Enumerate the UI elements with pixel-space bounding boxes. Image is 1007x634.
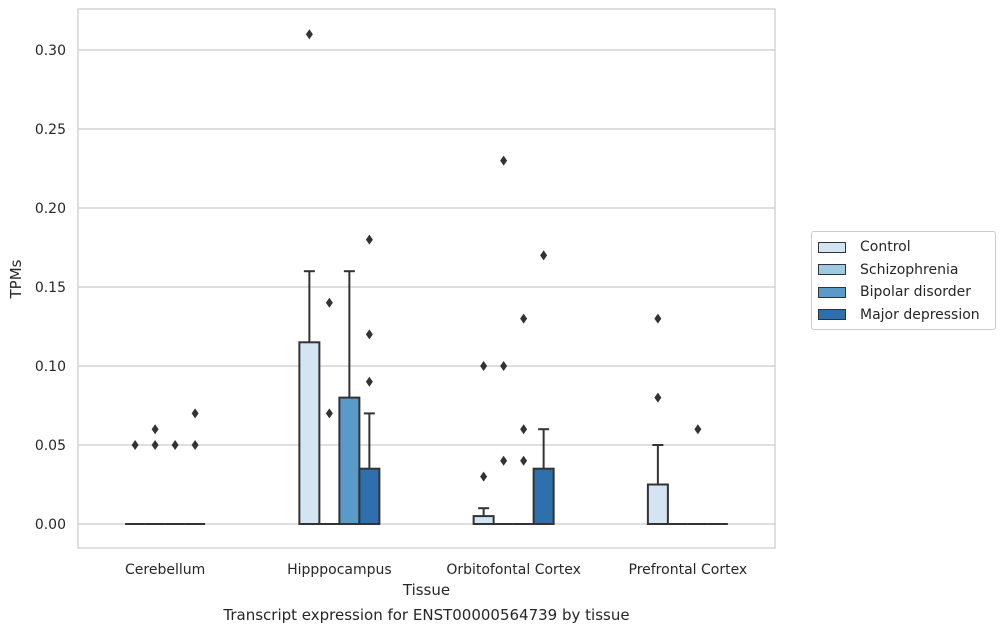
x-tick-label: Prefrontal Cortex — [629, 562, 748, 578]
outlier-point — [520, 455, 528, 466]
y-tick-label: 0.25 — [35, 122, 66, 138]
x-tick-label: Orbitofontal Cortex — [446, 562, 581, 578]
error-bars — [303, 270, 664, 517]
legend-label: Schizophrenia — [860, 261, 959, 278]
legend-label: Bipolar disorder — [860, 284, 972, 301]
legend-item: Major depression — [812, 304, 995, 327]
outlier-point — [191, 440, 199, 450]
outlier-point — [654, 313, 662, 324]
chart-caption: Transcript expression for ENST0000056473… — [223, 606, 630, 624]
legend: Control Schizophrenia Bipolar disorder Majo… — [811, 231, 996, 330]
y-tick-label: 0.20 — [35, 201, 66, 217]
outlier-point — [365, 376, 373, 387]
outlier-point — [500, 455, 508, 466]
legend-swatch — [818, 241, 846, 253]
legend-label: Major depression — [860, 306, 980, 323]
outlier-point — [171, 440, 179, 450]
legend-label: Control — [860, 239, 911, 256]
outlier-point — [480, 361, 488, 371]
x-tick-label: Hipppocampus — [287, 562, 392, 578]
legend-swatch — [818, 264, 846, 276]
y-tick-label: 0.00 — [35, 517, 66, 533]
legend-swatch — [818, 286, 846, 298]
legend-swatch — [818, 309, 846, 321]
bars — [125, 341, 728, 526]
outlier-point — [365, 329, 373, 340]
outlier-point — [654, 392, 662, 403]
legend-item: Schizophrenia — [812, 259, 995, 282]
chart: 0.00 0.05 0.10 0.15 0.20 0.25 0.30 Cerebellum H… — [7, 8, 776, 599]
y-tick-labels: 0.00 0.05 0.10 0.15 0.20 0.25 0.30 — [35, 43, 66, 533]
outlier-point — [365, 234, 373, 245]
outlier-point — [325, 408, 333, 419]
legend-item: Bipolar disorder — [812, 281, 995, 304]
x-axis-label: Tissue — [402, 581, 450, 599]
x-tick-labels: Cerebellum Hipppocampus Orbitofontal Corte… — [125, 562, 747, 578]
outlier-point — [540, 250, 548, 261]
bar — [298, 341, 321, 525]
outlier-point — [520, 424, 528, 435]
y-tick-label: 0.05 — [35, 438, 66, 454]
outlier-point — [325, 297, 333, 308]
bar — [532, 467, 555, 526]
bar — [472, 515, 495, 525]
y-tick-label: 0.15 — [35, 280, 66, 296]
bar — [646, 483, 669, 525]
outlier-point — [694, 424, 702, 435]
plot-frame — [77, 8, 776, 549]
outlier-point — [151, 424, 159, 435]
y-tick-label: 0.10 — [35, 359, 66, 375]
outlier-point — [500, 361, 508, 371]
outliers — [131, 29, 702, 482]
outlier-point — [191, 408, 199, 419]
outlier-point — [305, 29, 313, 40]
x-tick-label: Cerebellum — [125, 562, 205, 578]
outlier-point — [131, 440, 139, 450]
y-tick-label: 0.30 — [35, 43, 66, 59]
bar — [338, 396, 361, 526]
outlier-point — [520, 313, 528, 324]
legend-item: Control — [812, 236, 995, 259]
outlier-point — [151, 440, 159, 450]
outlier-point — [480, 471, 488, 482]
outlier-point — [500, 155, 508, 166]
gridlines — [78, 49, 775, 525]
bar — [358, 467, 381, 526]
y-axis-label: TPMs — [7, 259, 25, 299]
